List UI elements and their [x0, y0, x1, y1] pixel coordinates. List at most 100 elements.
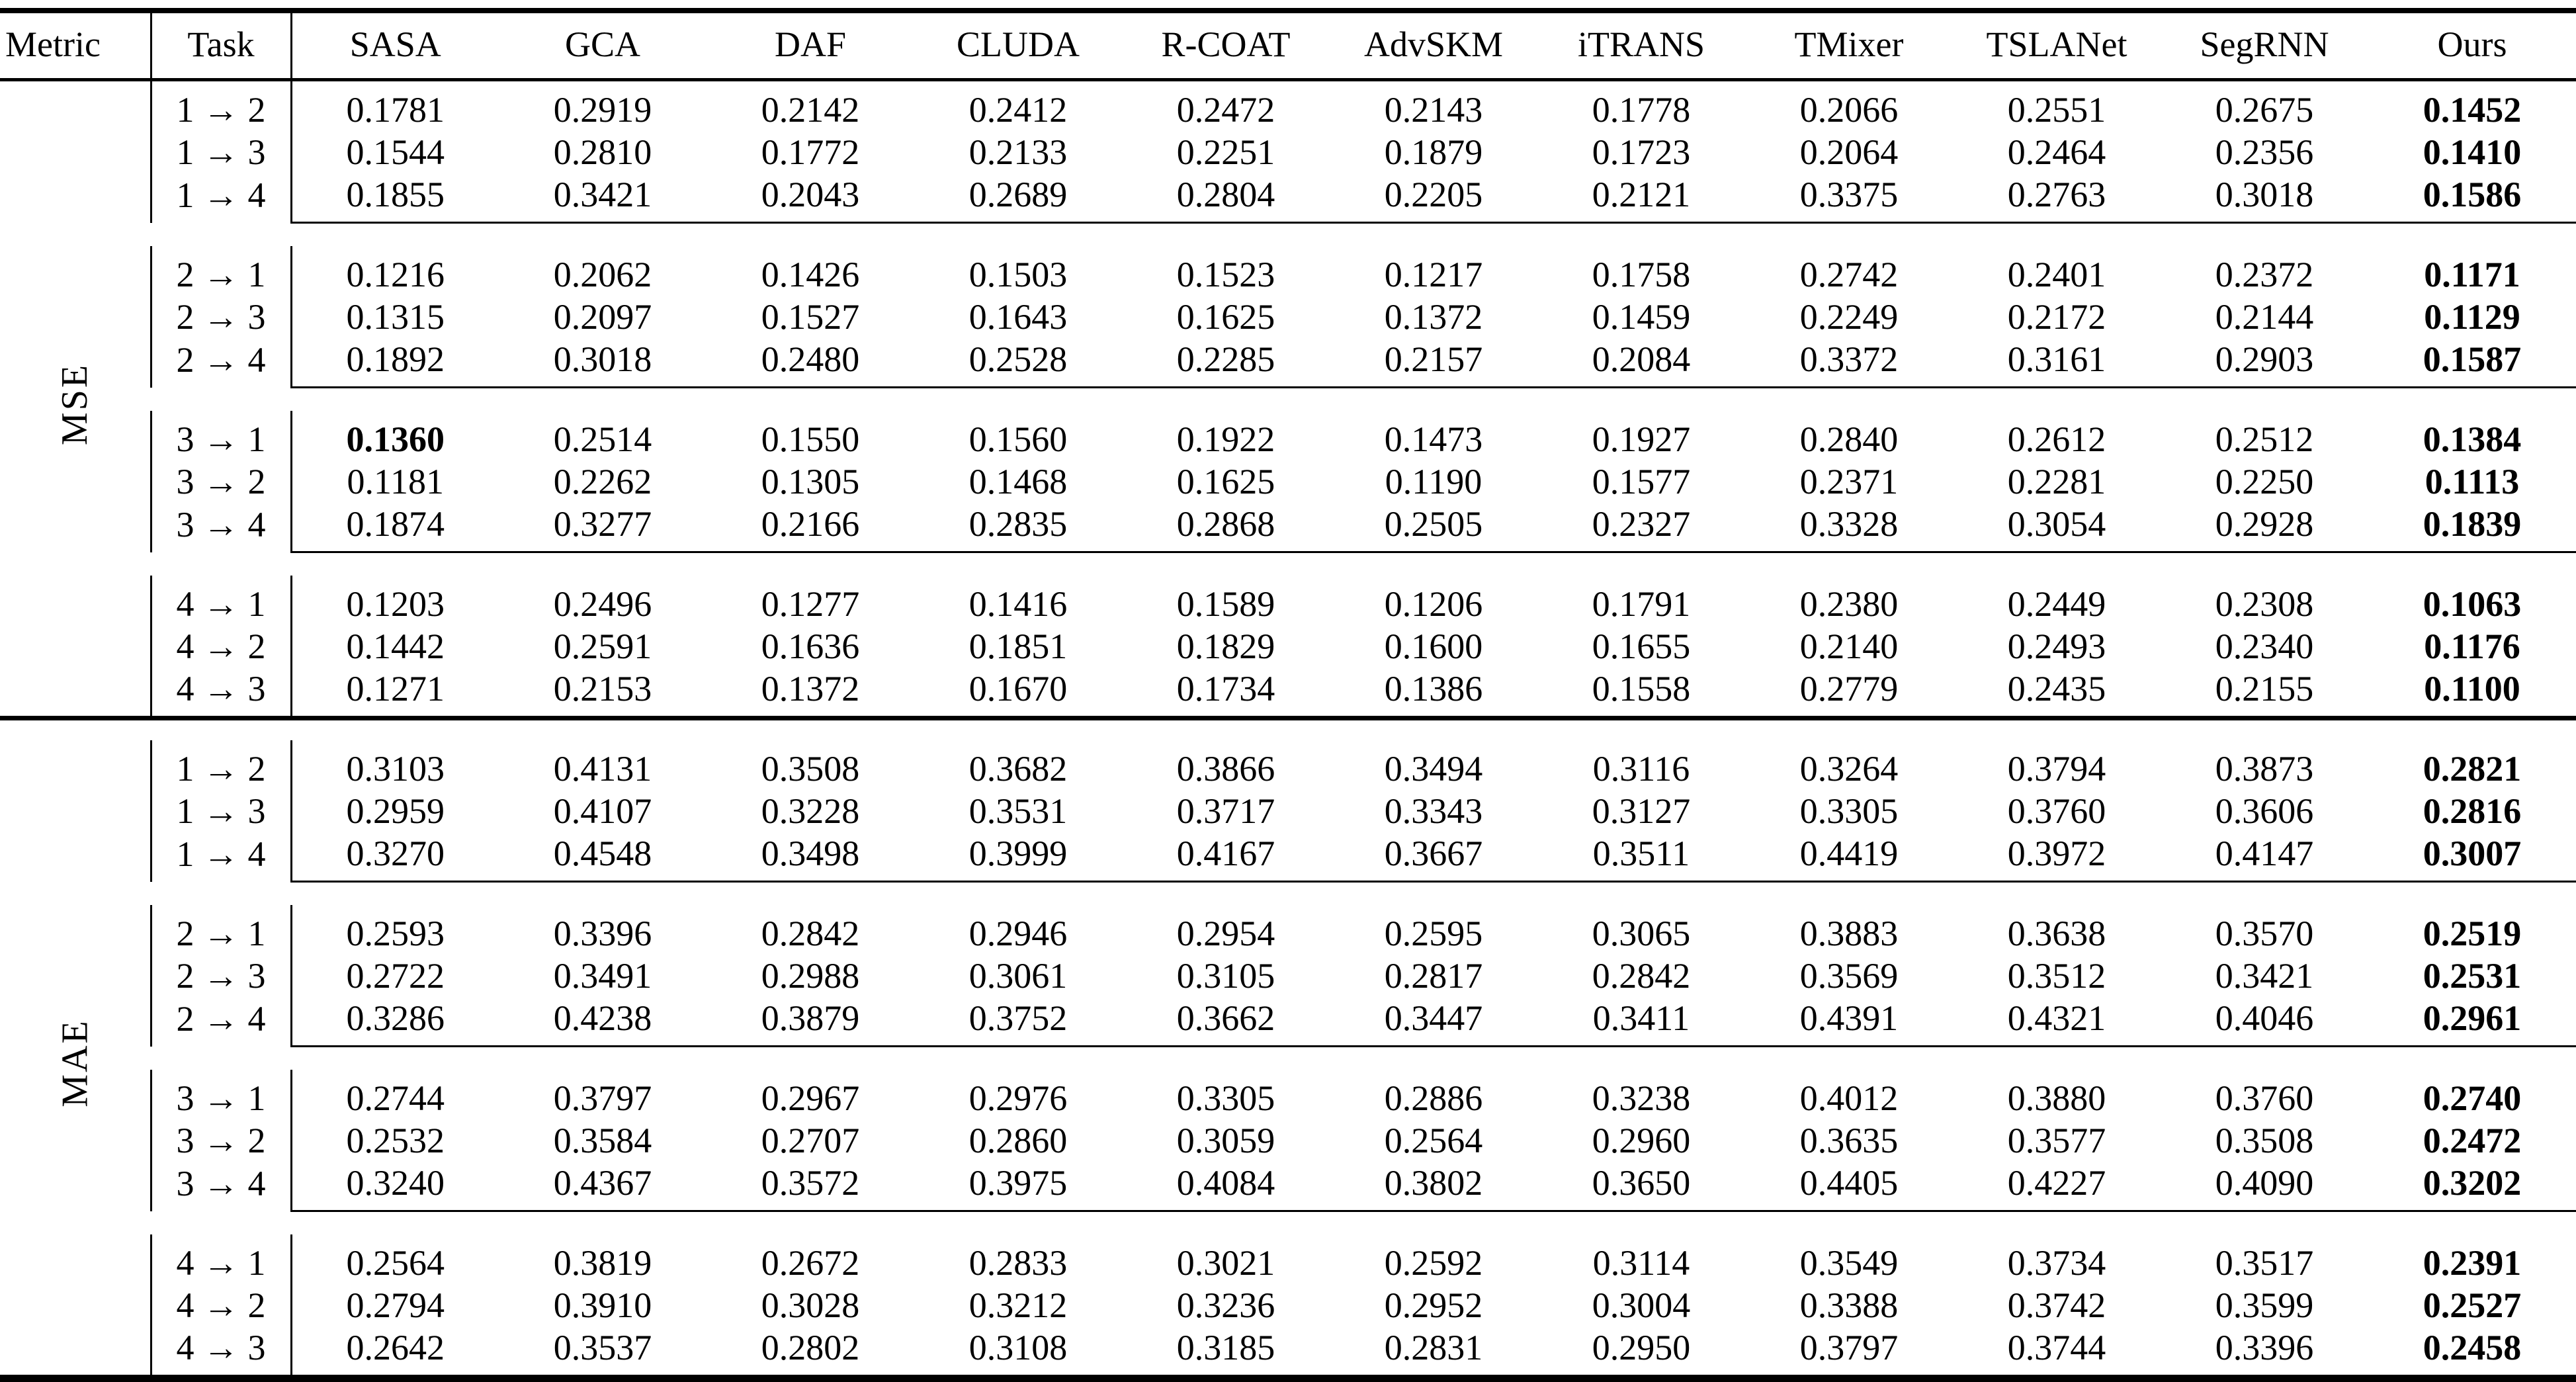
value-cell-r-coat: 0.3236 [1176, 1285, 1275, 1325]
value-cell-ours: 0.1410 [2423, 132, 2522, 172]
value-cell-sasa: 0.1781 [290, 79, 499, 131]
task-cell: 1 → 4 [150, 173, 291, 223]
value-cell-r-coat: 0.4167 [1176, 834, 1275, 873]
value-cell-itrans: 0.1778 [1592, 90, 1691, 130]
value-cell-tslanet: 0.4227 [2007, 1163, 2106, 1203]
table-row: 4 → 1 0.2564 0.3819 0.2672 0.2833 0.3021 0.259… [0, 1234, 2576, 1284]
value-cell-advskm: 0.3802 [1384, 1163, 1483, 1203]
table-row: 2 → 3 0.2722 0.3491 0.2988 0.3061 0.3105 0.281… [0, 955, 2576, 997]
column-header-advskm: AdvSKM [1330, 11, 1537, 81]
value-cell-tmixer: 0.3635 [1799, 1121, 1899, 1160]
value-cell-daf: 0.2043 [761, 175, 860, 214]
value-cell-r-coat: 0.2285 [1176, 339, 1275, 379]
value-cell-segrnn: 0.3873 [2215, 749, 2314, 789]
value-cell-itrans: 0.3114 [1592, 1243, 1690, 1283]
value-cell-segrnn: 0.3570 [2215, 914, 2314, 953]
column-header-gca: GCA [499, 11, 707, 81]
value-cell-gca: 0.3537 [553, 1328, 652, 1367]
value-cell-segrnn: 0.2512 [2215, 419, 2314, 459]
value-cell-ours: 0.2531 [2423, 956, 2522, 996]
value-cell-ours: 0.2472 [2423, 1121, 2522, 1160]
task-cell: 3 → 4 [150, 1162, 291, 1211]
value-cell-daf: 0.2166 [761, 504, 860, 544]
value-cell-sasa: 0.2744 [290, 1070, 499, 1119]
value-cell-tmixer: 0.2779 [1799, 669, 1899, 709]
value-cell-daf: 0.1372 [761, 669, 860, 709]
value-cell-advskm: 0.3494 [1384, 749, 1483, 789]
column-header-metric: Metric [0, 11, 151, 81]
value-cell-r-coat: 0.2251 [1176, 132, 1275, 172]
value-cell-ours: 0.1586 [2423, 175, 2522, 214]
value-cell-sasa: 0.3240 [290, 1162, 499, 1211]
value-cell-itrans: 0.2950 [1592, 1328, 1691, 1367]
value-cell-tmixer: 0.3264 [1799, 749, 1899, 789]
value-cell-cluda: 0.3999 [968, 834, 1068, 873]
column-header-cluda: CLUDA [914, 11, 1122, 81]
table-row: 3 → 2 0.1181 0.2262 0.1305 0.1468 0.1625 0.119… [0, 460, 2576, 503]
value-cell-r-coat: 0.2868 [1176, 504, 1275, 544]
value-cell-segrnn: 0.4046 [2215, 998, 2314, 1038]
value-cell-tslanet: 0.2401 [2007, 255, 2106, 294]
value-cell-gca: 0.3910 [553, 1285, 652, 1325]
group-separator-gap [151, 552, 291, 576]
value-cell-segrnn: 0.3606 [2215, 791, 2314, 831]
value-cell-tmixer: 0.2249 [1799, 297, 1899, 337]
value-cell-ours: 0.2391 [2423, 1243, 2522, 1283]
value-cell-advskm: 0.2831 [1384, 1328, 1483, 1367]
value-cell-advskm: 0.2595 [1384, 914, 1483, 953]
task-cell: 2 → 1 [150, 905, 291, 955]
value-cell-sasa: 0.1360 [290, 411, 499, 460]
table-row: 3 → 4 0.1874 0.3277 0.2166 0.2835 0.2868 0.250… [0, 503, 2576, 552]
value-cell-segrnn: 0.3421 [2215, 956, 2314, 996]
value-cell-cluda: 0.1468 [968, 462, 1068, 501]
group-separator [0, 551, 2576, 576]
value-cell-segrnn: 0.3517 [2215, 1243, 2314, 1283]
value-cell-daf: 0.1772 [761, 132, 860, 172]
table-row: 2 → 1 0.2593 0.3396 0.2842 0.2946 0.2954 0.259… [0, 905, 2576, 955]
value-cell-r-coat: 0.3717 [1176, 791, 1275, 831]
value-cell-ours: 0.1587 [2423, 339, 2522, 379]
value-cell-sasa: 0.1544 [290, 131, 499, 173]
value-cell-advskm: 0.1217 [1384, 255, 1483, 294]
task-cell: 1 → 3 [150, 131, 291, 173]
table-row: 3 → 1 0.1360 0.2514 0.1550 0.1560 0.1922 0.147… [0, 411, 2576, 460]
value-cell-gca: 0.3491 [553, 956, 652, 996]
metric-label-mae: MAE [0, 740, 151, 1379]
table-row: 2 → 4 0.1892 0.3018 0.2480 0.2528 0.2285 0.215… [0, 338, 2576, 388]
value-cell-r-coat: 0.1625 [1176, 462, 1275, 501]
value-cell-ours: 0.1129 [2424, 297, 2520, 337]
task-cell: 1 → 3 [150, 790, 291, 832]
column-header-sasa: SASA [290, 11, 499, 81]
value-cell-tmixer: 0.3388 [1799, 1285, 1899, 1325]
value-cell-segrnn: 0.2155 [2215, 669, 2314, 709]
value-cell-advskm: 0.2592 [1384, 1243, 1483, 1283]
value-cell-segrnn: 0.4147 [2215, 834, 2314, 873]
group-separator-gap [151, 882, 291, 906]
value-cell-r-coat: 0.1625 [1176, 297, 1275, 337]
table-row: MAE 1 → 2 0.3103 0.4131 0.3508 0.3682 0.3866 0.… [0, 740, 2576, 1107]
table-row: 4 → 2 0.2794 0.3910 0.3028 0.3212 0.3236 0.295… [0, 1284, 2576, 1326]
value-cell-tslanet: 0.3577 [2007, 1121, 2106, 1160]
table-row: 3 → 1 0.2744 0.3797 0.2967 0.2976 0.3305 0.288… [0, 1070, 2576, 1119]
table-row: 2 → 1 0.1216 0.2062 0.1426 0.1503 0.1523 0.121… [0, 246, 2576, 296]
value-cell-segrnn: 0.3508 [2215, 1121, 2314, 1160]
value-cell-ours: 0.2740 [2423, 1078, 2522, 1118]
value-cell-sasa: 0.1271 [290, 668, 499, 718]
task-cell: 4 → 2 [150, 1284, 291, 1326]
value-cell-tmixer: 0.3797 [1799, 1328, 1899, 1367]
value-cell-cluda: 0.2946 [968, 914, 1068, 953]
value-cell-gca: 0.2153 [553, 669, 652, 709]
value-cell-cluda: 0.3682 [968, 749, 1068, 789]
value-cell-segrnn: 0.2340 [2215, 626, 2314, 666]
value-cell-ours: 0.1839 [2423, 504, 2522, 544]
value-cell-gca: 0.2514 [553, 419, 652, 459]
value-cell-segrnn: 0.2675 [2215, 90, 2314, 130]
value-cell-cluda: 0.3212 [968, 1285, 1068, 1325]
value-cell-gca: 0.2062 [553, 255, 652, 294]
table-row: 2 → 3 0.1315 0.2097 0.1527 0.1643 0.1625 0.137… [0, 296, 2576, 338]
value-cell-r-coat: 0.3021 [1176, 1243, 1275, 1283]
value-cell-segrnn: 0.2903 [2215, 339, 2314, 379]
value-cell-itrans: 0.1459 [1592, 297, 1691, 337]
value-cell-sasa: 0.3103 [290, 740, 499, 790]
value-cell-tslanet: 0.2449 [2007, 584, 2106, 624]
